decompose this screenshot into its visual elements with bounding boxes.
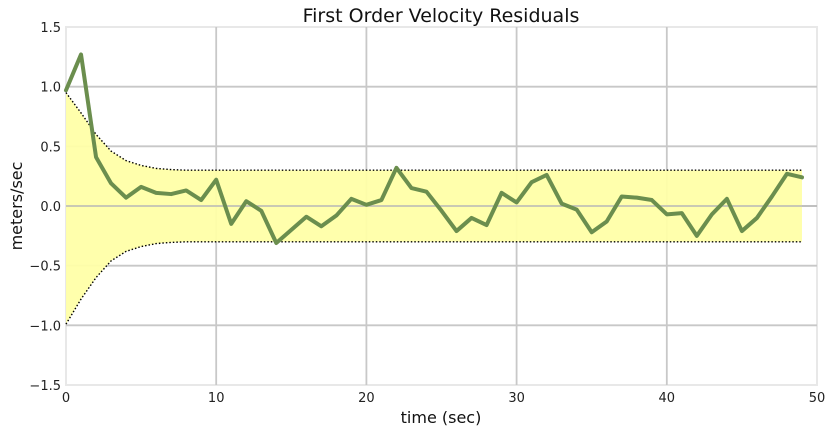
y-tick-label: −0.5 bbox=[29, 260, 61, 275]
y-axis-label: meters/sec bbox=[7, 162, 26, 251]
std-band bbox=[66, 92, 817, 325]
y-tick-label: 1.5 bbox=[40, 21, 61, 36]
residual-line bbox=[64, 52, 804, 245]
residual-series bbox=[64, 52, 804, 245]
y-tick-label: 0.0 bbox=[40, 200, 61, 215]
y-tick-label: −1.5 bbox=[29, 379, 61, 394]
x-tick-label: 50 bbox=[809, 391, 826, 406]
y-tick-label: 0.5 bbox=[40, 140, 61, 155]
x-axis-ticks: 0 10 20 30 40 50 bbox=[62, 391, 825, 406]
std-band-fill bbox=[66, 92, 802, 325]
y-tick-label: 1.0 bbox=[40, 81, 61, 96]
x-tick-label: 20 bbox=[358, 391, 375, 406]
chart-title: First Order Velocity Residuals bbox=[303, 5, 580, 27]
x-tick-label: 10 bbox=[208, 391, 225, 406]
y-axis-ticks: −1.5 −1.0 −0.5 0.0 0.5 1.0 1.5 bbox=[29, 21, 61, 394]
std-bounds bbox=[65, 92, 802, 325]
x-tick-label: 40 bbox=[659, 391, 676, 406]
y-tick-label: −1.0 bbox=[29, 319, 61, 334]
std-upper-line bbox=[65, 92, 802, 171]
x-axis-label: time (sec) bbox=[401, 408, 482, 427]
x-tick-label: 30 bbox=[508, 391, 525, 406]
x-tick-label: 0 bbox=[62, 391, 70, 406]
